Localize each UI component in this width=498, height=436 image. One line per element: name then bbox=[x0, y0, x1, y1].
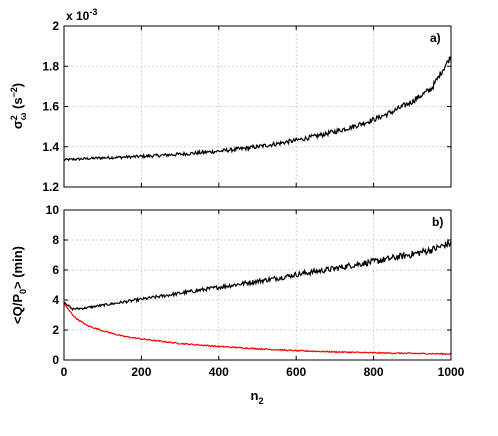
panel-b-y-ticks: 0 2 4 6 8 10 bbox=[46, 203, 452, 367]
y-tick-label: 8 bbox=[52, 233, 59, 247]
series-line bbox=[63, 55, 452, 162]
y-tick-label: 1.6 bbox=[42, 100, 59, 114]
xlabel-sub: 2 bbox=[258, 396, 263, 406]
panel-a-y-axis-label: σ2ω (s−2) bbox=[9, 83, 28, 129]
x-tick-label: 600 bbox=[286, 365, 306, 379]
ylabel-b-pre: <Q/P bbox=[10, 294, 25, 324]
panel-b-grid bbox=[64, 210, 451, 360]
ylabel-a-sub: ω bbox=[18, 112, 28, 120]
x-tick-label: 800 bbox=[364, 365, 384, 379]
x-tick-label: 0 bbox=[61, 365, 68, 379]
x-tick-label: 200 bbox=[131, 365, 151, 379]
y-tick-label: 1.4 bbox=[42, 140, 59, 154]
series-line bbox=[63, 240, 452, 312]
exponent-power: -3 bbox=[89, 7, 97, 17]
ylabel-a-sup: 2 bbox=[9, 115, 19, 120]
panel-b-series bbox=[63, 240, 452, 356]
ylabel-b-sub: 0 bbox=[18, 289, 28, 294]
panel-a-label: a) bbox=[430, 31, 441, 45]
series-line bbox=[63, 302, 452, 356]
y-tick-label: 1.2 bbox=[42, 180, 59, 194]
panel-a-series bbox=[63, 55, 452, 162]
y-tick-label: 2 bbox=[52, 323, 59, 337]
panel-a-grid bbox=[64, 26, 451, 187]
y-tick-label: 1.8 bbox=[42, 59, 59, 73]
exponent-label: x 10-3 bbox=[66, 7, 97, 23]
x-axis-label: n2 bbox=[251, 388, 264, 406]
exponent-base: x 10 bbox=[66, 9, 90, 23]
ylabel-a-unit-close: ) bbox=[10, 83, 25, 87]
ylabel-b-post: > (min) bbox=[10, 246, 25, 289]
y-tick-label: 4 bbox=[52, 293, 59, 307]
x-tick-label: 1000 bbox=[438, 365, 465, 379]
y-tick-label: 0 bbox=[52, 353, 59, 367]
y-tick-label: 6 bbox=[52, 263, 59, 277]
ylabel-a-unit-open: (s bbox=[10, 97, 25, 112]
panel-b-label: b) bbox=[432, 215, 443, 229]
ylabel-a-unit-sup: −2 bbox=[9, 87, 19, 97]
panel-b-frame bbox=[63, 209, 452, 361]
panel-a-y-ticks: 1.2 1.4 1.6 1.8 2 bbox=[42, 19, 452, 194]
x-tick-label: 400 bbox=[209, 365, 229, 379]
panel-b-x-ticks: 0 200 400 600 800 1000 bbox=[61, 365, 465, 379]
ylabel-a-base: σ bbox=[10, 120, 25, 129]
y-tick-label: 10 bbox=[46, 203, 60, 217]
xlabel-base: n bbox=[251, 388, 259, 403]
panel-b-y-axis-label: <Q/P0> (min) bbox=[10, 246, 28, 324]
y-tick-label: 2 bbox=[52, 19, 59, 33]
panel-a: 1.21.41.61.82 a) x 10-3 σ2ω (s−2) bbox=[9, 7, 452, 194]
